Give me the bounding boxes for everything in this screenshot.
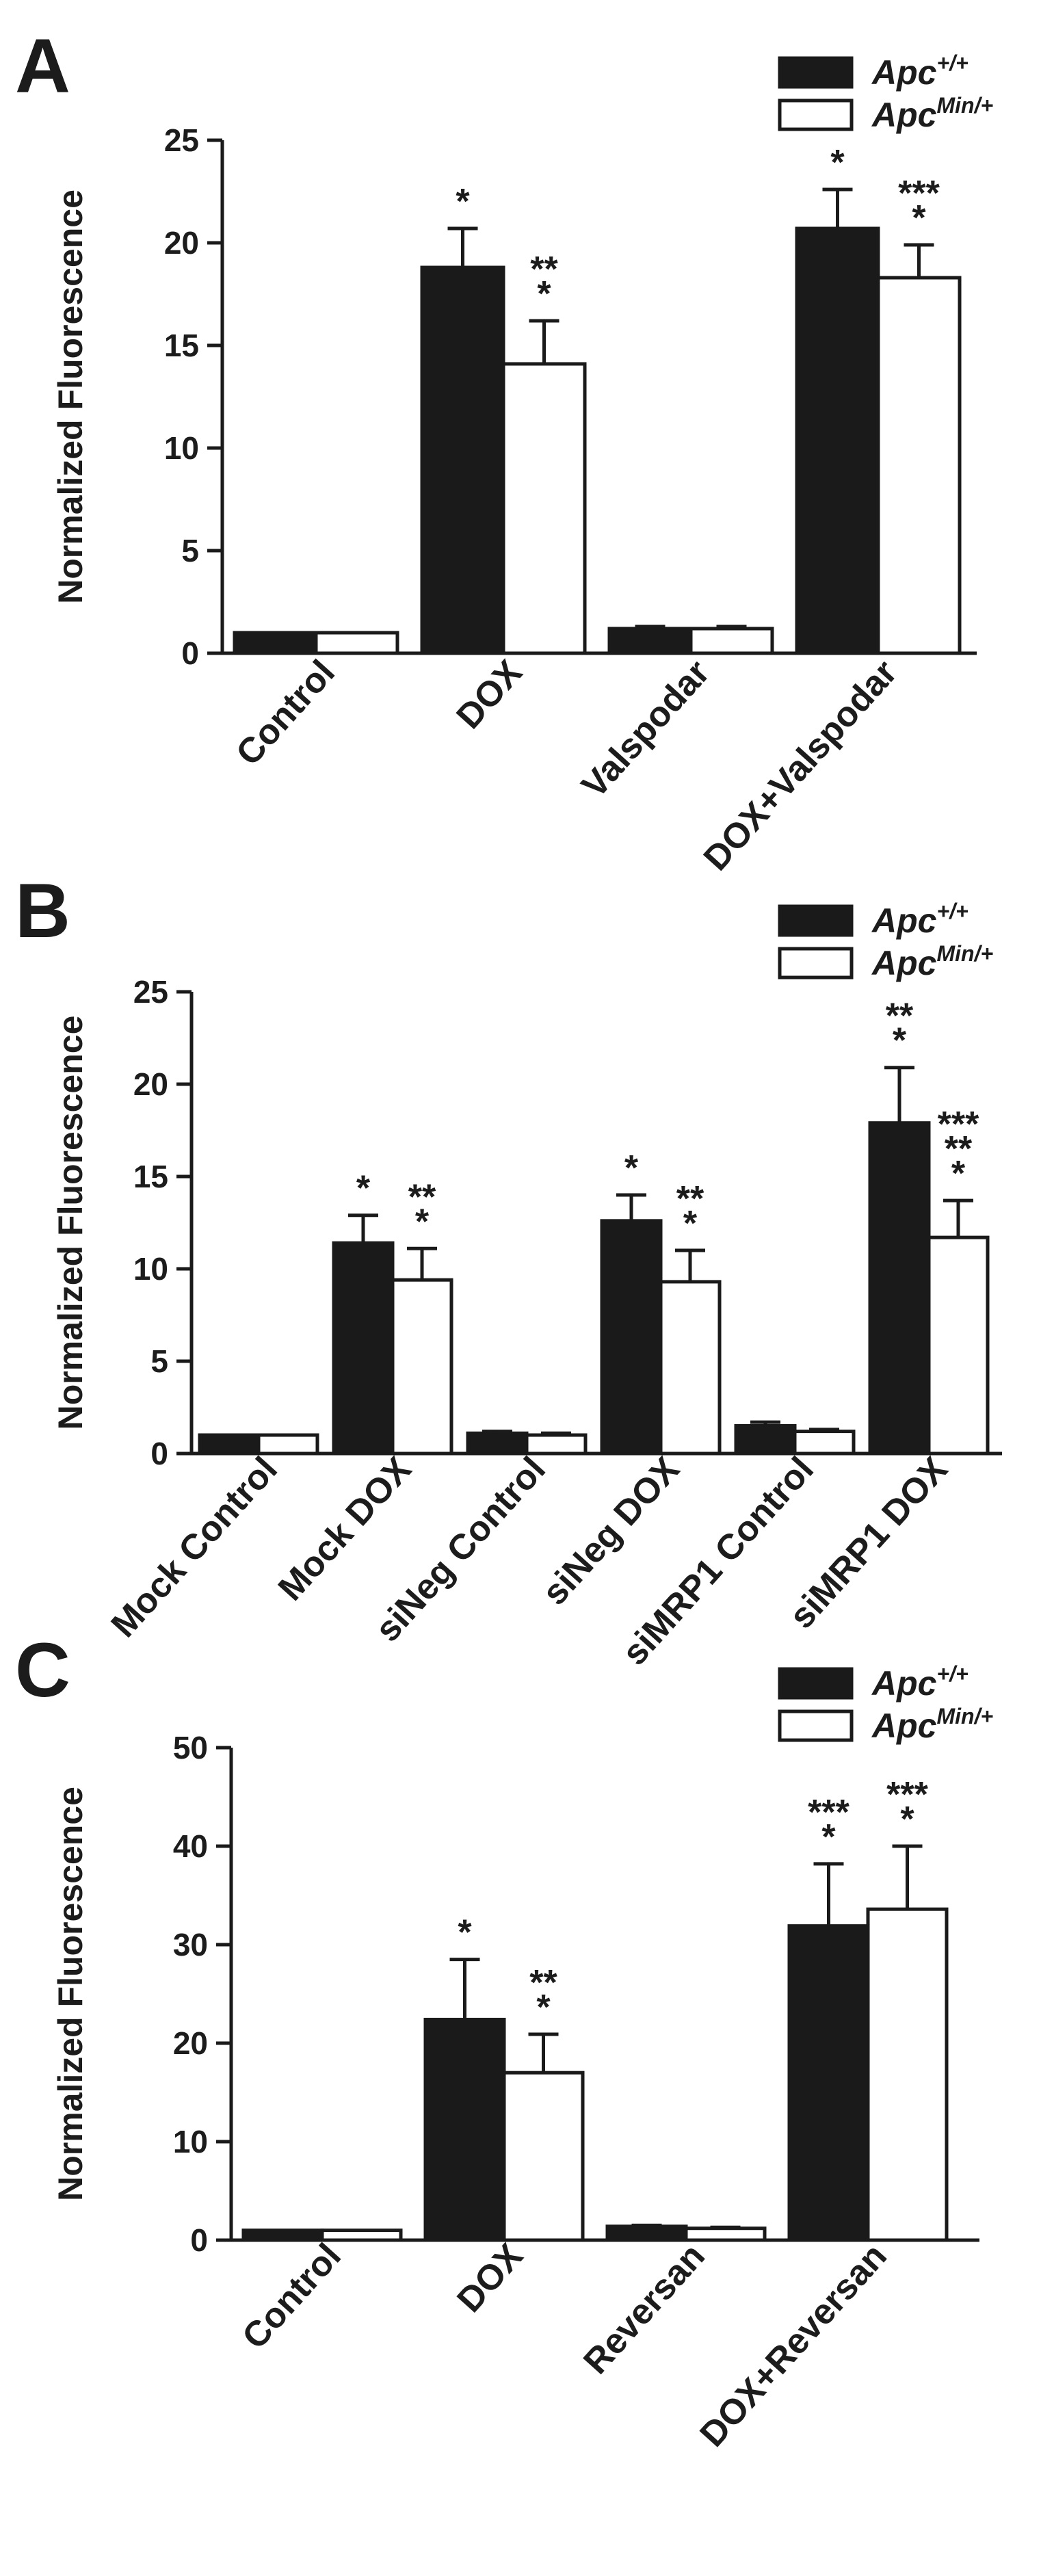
legend-swatch — [778, 1709, 854, 1742]
significance-marker: * — [912, 198, 926, 238]
significance-marker: * — [356, 1169, 371, 1209]
bar-apc-min — [501, 362, 587, 655]
y-tick-label: 15 — [164, 328, 199, 363]
bar-apc-wt — [233, 631, 318, 655]
y-tick-label: 25 — [133, 974, 168, 1010]
significance-marker: *** — [808, 1793, 849, 1832]
significance-marker: * — [683, 1204, 698, 1244]
significance-marker: *** — [938, 1105, 979, 1144]
bar-apc-min — [391, 1278, 453, 1456]
y-tick-label: 10 — [173, 2124, 208, 2159]
bar-apc-min — [927, 1235, 990, 1456]
bar-apc-min — [659, 1280, 722, 1456]
significance-marker: * — [536, 1988, 551, 2027]
panel-letter: C — [15, 1627, 70, 1713]
significance-marker: ** — [676, 1179, 704, 1219]
significance-marker: ** — [945, 1129, 973, 1169]
panel-letter: A — [15, 23, 70, 109]
y-axis-title: Normalized Fluorescence — [51, 1016, 90, 1430]
legend-swatch — [778, 947, 854, 980]
y-tick-label: 5 — [181, 533, 199, 568]
significance-marker: * — [830, 143, 845, 183]
y-tick-label: 30 — [173, 1927, 208, 1962]
bar-apc-wt — [605, 2224, 688, 2242]
y-tick-label: 0 — [181, 635, 199, 671]
bar-apc-min — [793, 1430, 856, 1456]
y-tick-label: 20 — [133, 1066, 168, 1102]
significance-marker: * — [821, 1817, 836, 1857]
bar-apc-min — [876, 276, 962, 655]
significance-marker: * — [458, 1913, 472, 1953]
bar-apc-min — [684, 2226, 767, 2242]
y-axis-title: Normalized Fluorescence — [51, 1787, 90, 2201]
bar-apc-min — [256, 1433, 319, 1456]
y-tick-label: 20 — [173, 2025, 208, 2061]
significance-marker: * — [951, 1154, 966, 1194]
legend-swatch — [778, 56, 854, 89]
significance-marker: * — [537, 274, 551, 314]
significance-marker: * — [624, 1148, 639, 1188]
y-tick-label: 25 — [164, 122, 199, 158]
significance-marker: *** — [886, 1775, 928, 1815]
y-tick-label: 5 — [150, 1343, 168, 1379]
y-tick-label: 10 — [164, 430, 199, 466]
legend-label: Apc+/+ — [871, 899, 969, 940]
y-tick-label: 20 — [164, 225, 199, 261]
bar-apc-min — [502, 2071, 585, 2242]
y-tick-label: 50 — [173, 1730, 208, 1765]
significance-marker: * — [900, 1800, 914, 1839]
bar-apc-wt — [466, 1431, 529, 1456]
significance-marker: *** — [898, 174, 940, 213]
legend-swatch — [778, 98, 854, 131]
bar-apc-min — [866, 1907, 949, 2242]
significance-marker: ** — [530, 250, 558, 289]
significance-marker: * — [456, 182, 470, 222]
bar-apc-wt — [420, 265, 505, 655]
legend-swatch — [778, 904, 854, 937]
y-tick-label: 0 — [190, 2222, 208, 2258]
bar-apc-wt — [241, 2229, 324, 2242]
significance-marker: ** — [529, 1963, 557, 2003]
panel-letter: B — [15, 868, 70, 954]
significance-marker: ** — [408, 1177, 436, 1217]
bar-apc-wt — [787, 1924, 870, 2242]
bar-apc-wt — [734, 1424, 797, 1456]
bar-apc-min — [689, 627, 774, 655]
bar-apc-wt — [332, 1241, 395, 1456]
y-tick-label: 15 — [133, 1159, 168, 1194]
y-tick-label: 0 — [150, 1436, 168, 1471]
bar-apc-min — [320, 2229, 403, 2242]
significance-marker: * — [415, 1202, 430, 1241]
legend-swatch — [778, 1667, 854, 1700]
bar-apc-min — [314, 631, 399, 655]
y-axis-title: Normalized Fluorescence — [51, 189, 90, 604]
bar-apc-wt — [868, 1121, 931, 1456]
bar-apc-wt — [607, 627, 693, 655]
bar-apc-wt — [795, 226, 880, 655]
y-tick-label: 10 — [133, 1251, 168, 1287]
bar-apc-wt — [600, 1219, 663, 1456]
bar-apc-wt — [423, 2017, 506, 2242]
y-tick-label: 40 — [173, 1828, 208, 1864]
significance-marker: * — [893, 1021, 907, 1061]
significance-marker: ** — [886, 997, 914, 1036]
bar-apc-wt — [198, 1433, 261, 1456]
bar-apc-min — [525, 1433, 588, 1456]
